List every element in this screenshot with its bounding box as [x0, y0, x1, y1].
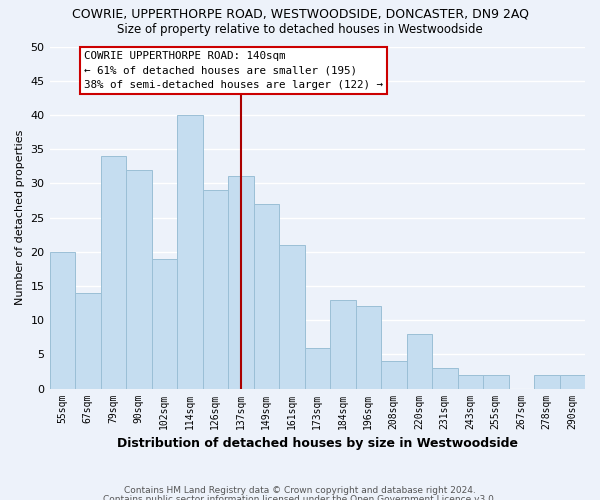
Text: Contains public sector information licensed under the Open Government Licence v3: Contains public sector information licen… [103, 495, 497, 500]
Bar [101, 156, 126, 388]
Bar [560, 375, 585, 388]
Bar [152, 258, 177, 388]
Bar [254, 204, 279, 388]
Bar [330, 300, 356, 388]
Bar [203, 190, 228, 388]
Bar [458, 375, 483, 388]
Y-axis label: Number of detached properties: Number of detached properties [15, 130, 25, 305]
Bar [356, 306, 381, 388]
Bar [228, 176, 254, 388]
Bar [483, 375, 509, 388]
Text: Size of property relative to detached houses in Westwoodside: Size of property relative to detached ho… [117, 22, 483, 36]
Bar [407, 334, 432, 388]
X-axis label: Distribution of detached houses by size in Westwoodside: Distribution of detached houses by size … [117, 437, 518, 450]
Bar [432, 368, 458, 388]
Bar [305, 348, 330, 389]
Bar [177, 115, 203, 388]
Bar [534, 375, 560, 388]
Text: COWRIE, UPPERTHORPE ROAD, WESTWOODSIDE, DONCASTER, DN9 2AQ: COWRIE, UPPERTHORPE ROAD, WESTWOODSIDE, … [71, 8, 529, 20]
Text: Contains HM Land Registry data © Crown copyright and database right 2024.: Contains HM Land Registry data © Crown c… [124, 486, 476, 495]
Text: COWRIE UPPERTHORPE ROAD: 140sqm
← 61% of detached houses are smaller (195)
38% o: COWRIE UPPERTHORPE ROAD: 140sqm ← 61% of… [84, 52, 383, 90]
Bar [381, 361, 407, 388]
Bar [75, 293, 101, 388]
Bar [50, 252, 75, 388]
Bar [279, 245, 305, 388]
Bar [126, 170, 152, 388]
